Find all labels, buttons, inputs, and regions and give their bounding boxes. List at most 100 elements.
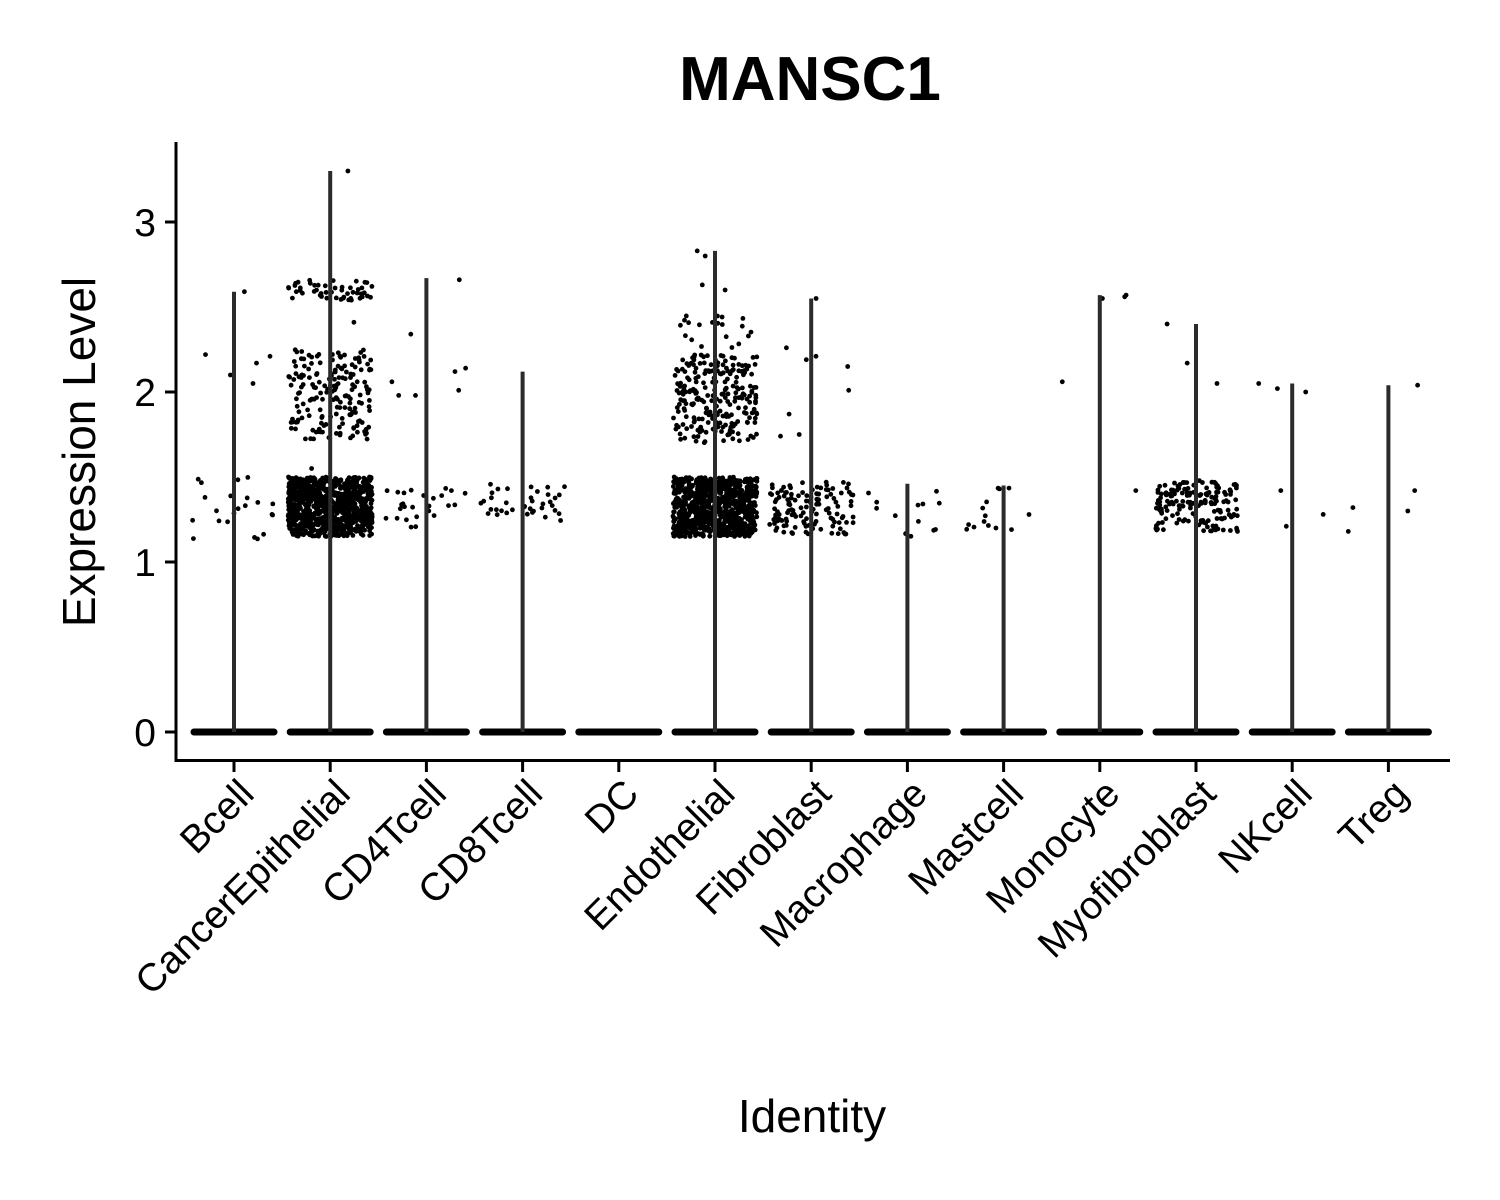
data-point [291, 481, 297, 487]
data-point [395, 489, 401, 495]
data-point [697, 361, 703, 366]
data-point [674, 388, 680, 393]
data-point [671, 415, 676, 421]
data-point [742, 505, 747, 511]
data-point [452, 502, 458, 508]
data-point [723, 386, 729, 391]
data-point [682, 317, 687, 323]
data-point [800, 490, 805, 495]
data-point [787, 483, 793, 488]
data-point [732, 398, 738, 404]
data-point [354, 379, 360, 385]
data-point [311, 479, 317, 485]
data-point [708, 362, 714, 368]
data-point [1412, 488, 1418, 493]
data-point [813, 353, 819, 359]
data-point [812, 521, 817, 527]
data-point [316, 484, 321, 490]
data-point [307, 375, 312, 380]
data-point [321, 530, 327, 536]
data-point [688, 360, 694, 366]
data-point [369, 513, 375, 519]
data-point [311, 504, 317, 509]
data-point [677, 497, 682, 503]
data-point [1133, 488, 1139, 493]
data-point [825, 487, 831, 493]
data-point [293, 289, 299, 295]
data-point [1155, 490, 1161, 495]
data-point [767, 522, 773, 527]
data-point [752, 415, 758, 421]
data-point [303, 481, 309, 486]
data-point [723, 422, 728, 428]
data-point [752, 500, 757, 505]
data-point [748, 383, 753, 389]
data-point [936, 500, 942, 506]
data-point [694, 248, 700, 254]
data-point [721, 526, 727, 531]
data-point [723, 358, 728, 364]
data-point [1233, 497, 1239, 503]
data-point [336, 533, 342, 539]
data-point [747, 415, 752, 421]
y-tick-label: 1 [134, 542, 156, 585]
data-point [726, 531, 732, 537]
data-point [306, 352, 312, 358]
data-point [225, 519, 231, 525]
data-point [844, 520, 849, 525]
data-point [443, 486, 449, 491]
data-point [527, 506, 533, 512]
data-point [747, 500, 753, 505]
data-point [730, 383, 736, 389]
data-point [545, 484, 551, 490]
data-point [796, 493, 801, 499]
violins-layer [232, 171, 1391, 732]
data-point [1303, 389, 1309, 395]
data-point [735, 431, 741, 437]
data-point [510, 507, 515, 513]
data-point [678, 436, 683, 442]
data-point [1163, 504, 1169, 510]
data-point [824, 494, 830, 500]
data-point [788, 495, 794, 501]
data-point [340, 295, 346, 301]
data-point [350, 289, 356, 295]
data-point [485, 511, 491, 516]
data-point [829, 530, 835, 536]
data-point [1170, 513, 1175, 518]
data-point [319, 414, 325, 419]
data-point [785, 510, 790, 516]
data-point [1186, 518, 1191, 524]
data-point [703, 481, 709, 487]
data-point [699, 344, 704, 349]
data-point [299, 481, 305, 486]
data-point [848, 503, 854, 509]
data-point [316, 533, 321, 539]
data-point [830, 523, 836, 529]
data-point [683, 414, 689, 420]
data-point [920, 501, 926, 507]
data-point [1234, 506, 1240, 512]
data-point [688, 485, 693, 491]
data-point [316, 426, 322, 432]
data-point [675, 368, 681, 374]
data-point [702, 253, 708, 259]
data-point [687, 388, 693, 394]
data-point [699, 488, 704, 494]
data-point [681, 494, 686, 500]
data-point [722, 287, 728, 293]
data-point [190, 517, 196, 523]
data-point [836, 520, 842, 525]
data-point [814, 484, 820, 490]
data-point [289, 529, 295, 535]
data-point [1177, 482, 1183, 487]
data-point [1163, 491, 1168, 496]
data-point [348, 479, 354, 485]
data-point [397, 506, 403, 512]
data-point [334, 510, 340, 516]
data-point [286, 374, 292, 379]
data-point [725, 391, 731, 397]
data-point [332, 376, 337, 382]
data-point [670, 484, 676, 489]
data-point [556, 492, 562, 498]
